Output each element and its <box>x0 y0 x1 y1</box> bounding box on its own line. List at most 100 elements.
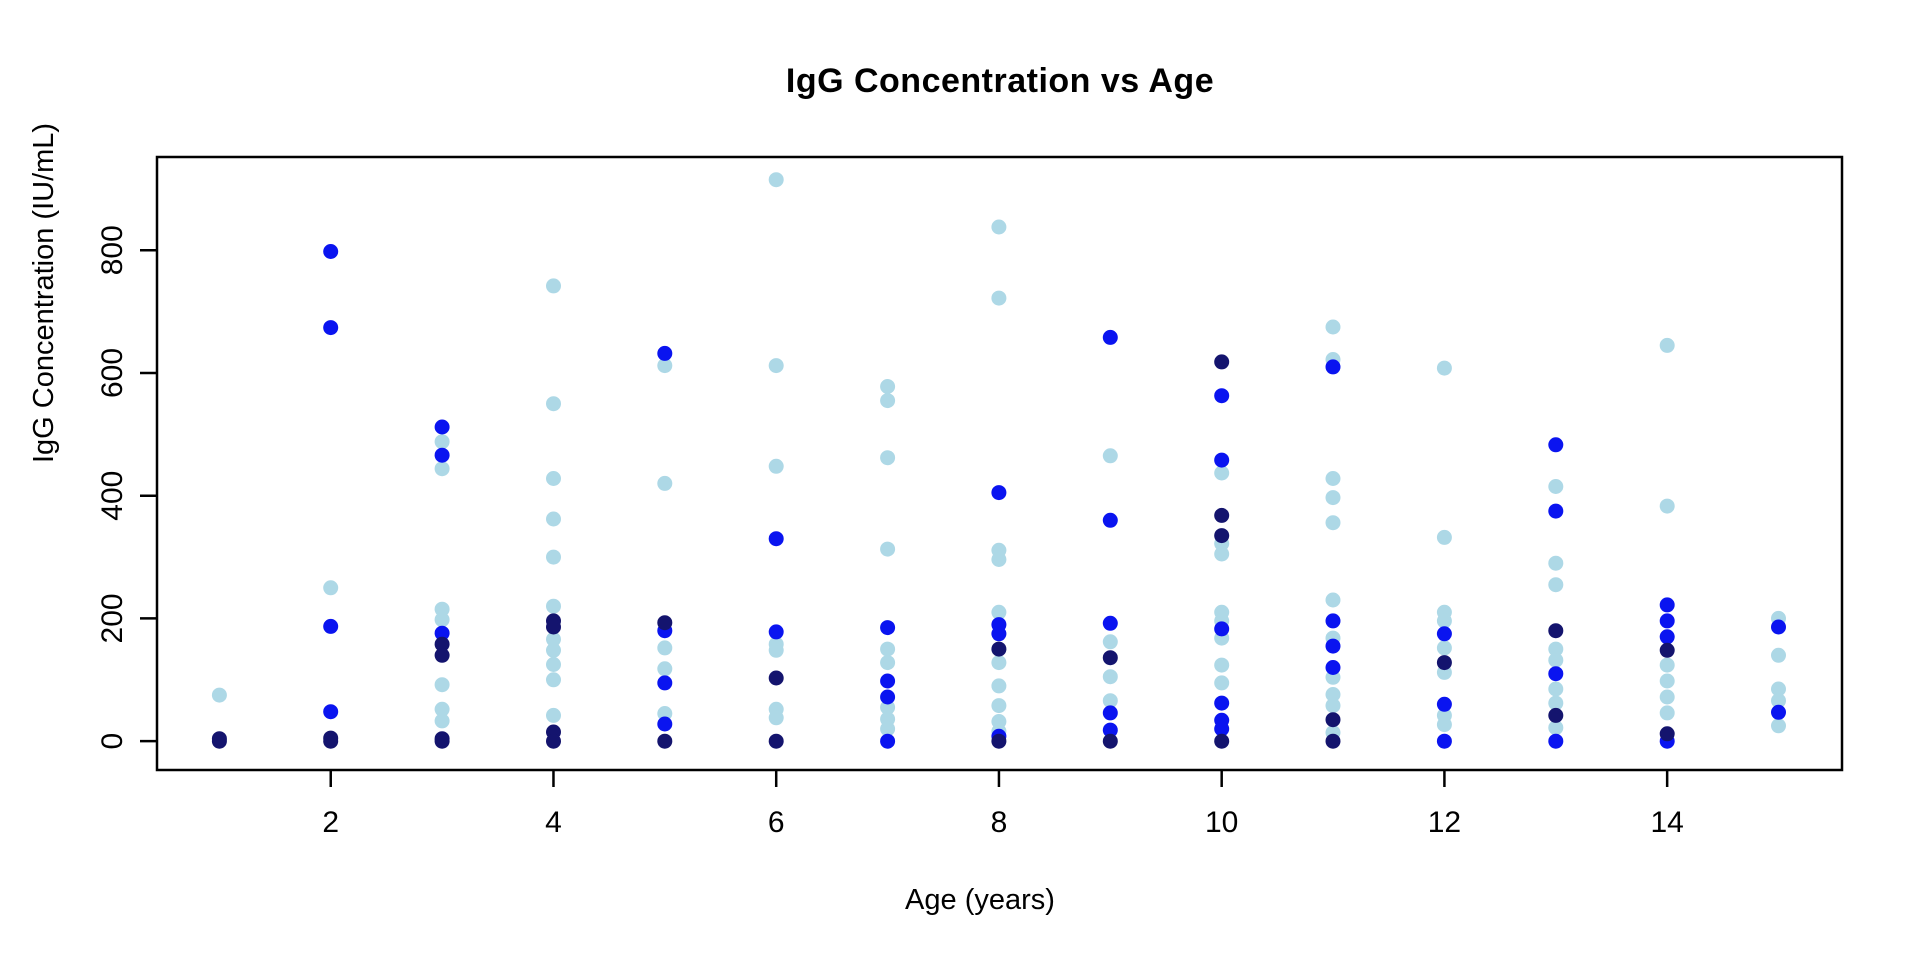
scatter-point <box>657 640 673 656</box>
scatter-point <box>434 461 450 477</box>
scatter-point <box>323 320 339 336</box>
scatter-point <box>546 549 561 565</box>
scatter-point <box>657 345 673 361</box>
scatter-point <box>1436 640 1452 656</box>
scatter-point <box>1325 660 1341 675</box>
x-tick-label: 10 <box>1205 806 1238 839</box>
scatter-point <box>1548 577 1564 593</box>
scatter-point <box>1214 721 1230 737</box>
scatter-point <box>1659 337 1675 353</box>
scatter-point <box>1102 669 1118 685</box>
scatter-point <box>546 396 561 412</box>
scatter-point <box>434 419 450 435</box>
scatter-point <box>991 604 1007 620</box>
scatter-point <box>434 713 450 729</box>
scatter-point <box>1548 652 1564 668</box>
scatter-point <box>657 661 673 677</box>
scatter-point <box>1548 695 1564 711</box>
scatter-point <box>657 733 673 749</box>
scatter-point <box>1659 498 1675 514</box>
scatter-point <box>1548 503 1564 519</box>
scatter-point <box>546 642 561 658</box>
scatter-point <box>991 698 1007 714</box>
scatter-point <box>434 447 450 463</box>
scatter-point <box>880 620 896 636</box>
scatter-point <box>1548 733 1564 749</box>
scatter-point <box>1436 696 1452 712</box>
scatter-point <box>434 434 450 450</box>
scatter-point <box>1102 634 1118 650</box>
scatter-point <box>991 219 1007 235</box>
scatter-point <box>1548 437 1564 453</box>
scatter-point <box>1102 693 1118 709</box>
scatter-point <box>1436 360 1452 376</box>
scatter-point <box>434 677 450 693</box>
scatter-point <box>880 541 896 557</box>
scatter-point <box>1659 657 1675 673</box>
scatter-point <box>880 450 896 466</box>
scatter-point <box>434 733 450 749</box>
x-tick-label: 6 <box>768 806 785 839</box>
scatter-point <box>657 706 673 721</box>
scatter-point <box>1771 718 1786 734</box>
scatter-point <box>1659 642 1675 658</box>
scatter-point <box>1102 733 1118 749</box>
navy-points <box>211 354 1675 749</box>
scatter-point <box>546 511 561 527</box>
axes-layer: 2 4 6 8 10 12 14 0 200 400 600 800 <box>96 155 1844 839</box>
scatter-point <box>1436 613 1452 629</box>
scatter-point <box>880 379 896 394</box>
scatter-point <box>546 631 561 647</box>
scatter-point <box>1325 471 1341 486</box>
scatter-point <box>546 657 561 672</box>
scatter-point <box>991 626 1007 642</box>
scatter-point <box>1214 507 1230 523</box>
scatter-point <box>657 716 673 732</box>
scatter-point <box>1214 354 1230 370</box>
y-axis: 0 200 400 600 800 <box>96 225 157 750</box>
scatter-point <box>1548 641 1564 657</box>
scatter-point <box>1771 704 1786 720</box>
scatter-point <box>657 675 673 691</box>
y-tick-label: 200 <box>96 593 129 643</box>
y-tick-label: 800 <box>96 225 129 275</box>
scatter-point <box>546 672 561 688</box>
scatter-point <box>880 641 896 657</box>
y-tick-label: 400 <box>96 471 129 521</box>
scatter-point <box>768 670 784 686</box>
scatter-point <box>880 673 896 689</box>
scatter-point <box>991 655 1007 671</box>
scatter-point <box>1325 515 1341 531</box>
scatter-point <box>1548 681 1564 697</box>
scatter-point <box>434 612 450 628</box>
scatter-point <box>1771 647 1786 663</box>
scatter-point <box>434 625 450 641</box>
scatter-point <box>546 598 561 614</box>
scatter-point <box>1771 681 1786 697</box>
scatter-point <box>1325 319 1341 335</box>
scatter-point <box>1214 388 1230 404</box>
y-tick-label: 0 <box>96 733 129 750</box>
scatter-point <box>323 580 339 596</box>
x-tick-label: 14 <box>1650 806 1683 839</box>
scatter-point <box>1548 555 1564 571</box>
scatter-point <box>1659 705 1675 721</box>
scatter-point <box>434 701 450 717</box>
scatter-point <box>1436 655 1452 671</box>
scatter-point <box>1325 490 1341 506</box>
scatter-point <box>1548 707 1564 723</box>
scatter-point <box>1659 673 1675 689</box>
scatter-point <box>991 641 1007 657</box>
scatter-point <box>1436 717 1452 733</box>
scatter-point <box>546 733 561 749</box>
points-layer <box>211 172 1786 749</box>
x-tick-label: 2 <box>322 806 339 839</box>
scatter-point <box>546 471 561 486</box>
scatter-point <box>880 733 896 749</box>
scatter-point <box>657 358 673 374</box>
scatter-point <box>546 619 561 635</box>
scatter-point <box>768 458 784 474</box>
scatter-point <box>1325 698 1341 714</box>
scatter-point <box>1325 687 1341 702</box>
scatter-point <box>1102 448 1118 464</box>
